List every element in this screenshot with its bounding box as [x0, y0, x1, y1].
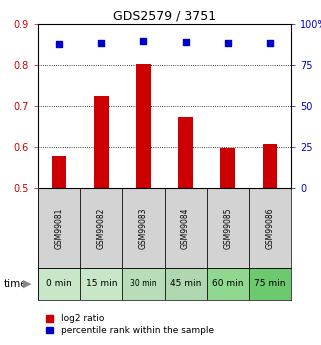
Text: 45 min: 45 min — [170, 279, 201, 288]
Text: GSM99085: GSM99085 — [223, 207, 232, 249]
Bar — [52, 156, 66, 188]
Text: 0 min: 0 min — [46, 279, 72, 288]
Point — [183, 39, 188, 45]
Point — [56, 41, 62, 47]
Bar — [94, 96, 108, 188]
Text: time: time — [3, 279, 27, 289]
Text: 60 min: 60 min — [212, 279, 244, 288]
Text: GSM99083: GSM99083 — [139, 207, 148, 249]
Text: 15 min: 15 min — [85, 279, 117, 288]
Point — [225, 40, 230, 46]
Title: GDS2579 / 3751: GDS2579 / 3751 — [113, 10, 216, 23]
Bar — [80, 188, 122, 268]
Text: GSM99086: GSM99086 — [265, 207, 274, 249]
Point — [267, 40, 273, 46]
Bar — [249, 268, 291, 300]
Bar — [136, 63, 151, 188]
Bar — [221, 148, 235, 188]
Text: GSM99082: GSM99082 — [97, 207, 106, 249]
Point — [141, 39, 146, 44]
Bar — [80, 268, 122, 300]
Text: ▶: ▶ — [22, 279, 31, 289]
Bar — [122, 268, 164, 300]
Text: 30 min: 30 min — [130, 279, 157, 288]
Bar — [38, 188, 80, 268]
Bar — [164, 188, 207, 268]
Bar — [38, 268, 80, 300]
Bar — [207, 188, 249, 268]
Text: 75 min: 75 min — [254, 279, 286, 288]
Legend: log2 ratio, percentile rank within the sample: log2 ratio, percentile rank within the s… — [42, 311, 217, 339]
Bar — [164, 268, 207, 300]
Bar — [207, 268, 249, 300]
Bar — [122, 188, 164, 268]
Text: GSM99084: GSM99084 — [181, 207, 190, 249]
Text: GSM99081: GSM99081 — [55, 207, 64, 249]
Bar — [263, 144, 277, 188]
Bar — [249, 188, 291, 268]
Bar — [178, 117, 193, 188]
Point — [99, 40, 104, 46]
